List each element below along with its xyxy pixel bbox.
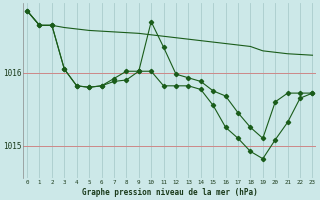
X-axis label: Graphe pression niveau de la mer (hPa): Graphe pression niveau de la mer (hPa) xyxy=(82,188,258,197)
